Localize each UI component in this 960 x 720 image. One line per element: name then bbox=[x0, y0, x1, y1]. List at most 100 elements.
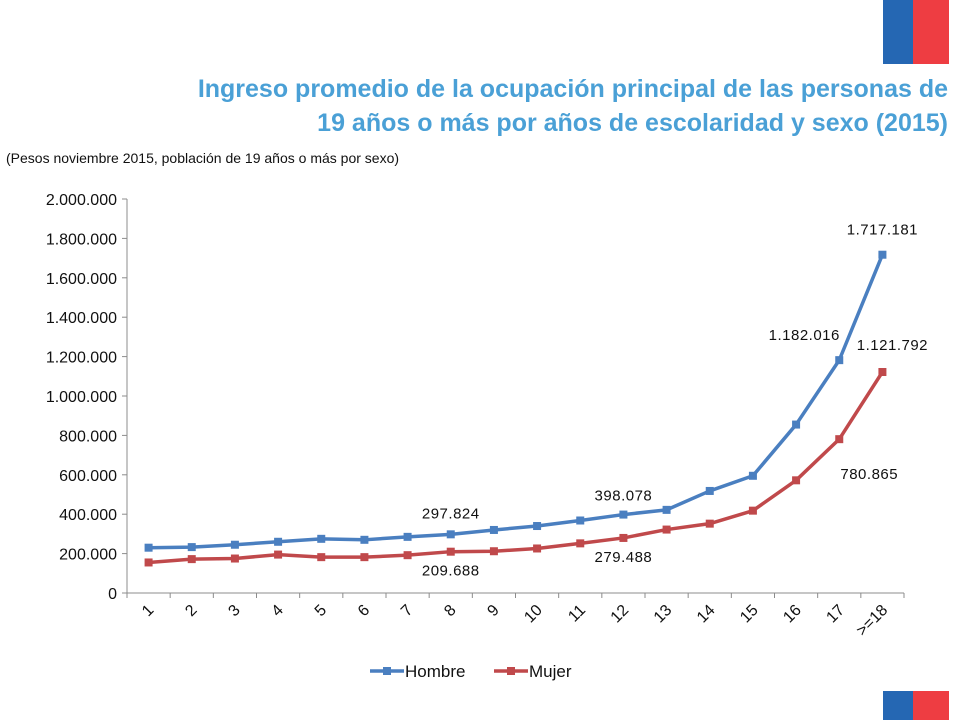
legend-item-mujer: Mujer bbox=[494, 662, 572, 681]
y-tick-label: 600.000 bbox=[59, 468, 117, 485]
x-tick-label: 7 bbox=[398, 602, 416, 620]
y-tick-label: 1.000.000 bbox=[46, 389, 117, 406]
chart-subtitle: (Pesos noviembre 2015, población de 19 a… bbox=[6, 150, 400, 166]
y-tick-label: 1.600.000 bbox=[46, 271, 117, 288]
x-tick-label: 9 bbox=[484, 602, 502, 620]
series-mujer bbox=[144, 368, 887, 567]
data-point bbox=[835, 356, 844, 365]
data-point bbox=[489, 525, 498, 534]
flag-blue-stripe bbox=[883, 0, 913, 64]
data-point bbox=[576, 516, 585, 525]
x-tick-label: 3 bbox=[225, 602, 243, 620]
x-tick-label: 15 bbox=[737, 602, 762, 627]
data-point bbox=[446, 547, 455, 556]
chart-title: Ingreso promedio de la ocupación princip… bbox=[68, 72, 948, 140]
data-point bbox=[144, 558, 153, 567]
data-point bbox=[230, 540, 239, 549]
x-tick-label: >=18 bbox=[853, 602, 891, 640]
data-point bbox=[360, 553, 369, 562]
data-point bbox=[748, 471, 757, 480]
data-point bbox=[792, 420, 801, 429]
y-tick-labels: 0 200.000 400.000 600.000 800.000 1.000.000 1.… bbox=[46, 192, 117, 603]
y-tick-label: 2.000.000 bbox=[46, 192, 117, 209]
data-point bbox=[705, 519, 714, 528]
data-labels: 297.824 398.078 1.182.016 1.717.181 209.688 2… bbox=[422, 222, 928, 580]
y-tick-label: 1.800.000 bbox=[46, 231, 117, 248]
data-point bbox=[489, 547, 498, 556]
data-point bbox=[748, 506, 757, 515]
data-point bbox=[317, 553, 326, 562]
series-line bbox=[148, 254, 885, 550]
x-tick-label: 14 bbox=[694, 602, 719, 627]
legend-label: Mujer bbox=[529, 662, 572, 681]
data-label: 1.182.016 bbox=[769, 327, 840, 344]
data-label: 398.078 bbox=[595, 488, 653, 505]
data-point bbox=[835, 435, 844, 444]
data-point bbox=[403, 532, 412, 541]
data-point bbox=[533, 544, 542, 553]
x-tick-label: 4 bbox=[269, 602, 287, 620]
data-point bbox=[619, 510, 628, 519]
legend-swatch-marker bbox=[383, 667, 391, 675]
data-label: 780.865 bbox=[840, 466, 898, 483]
x-tick-label: 16 bbox=[780, 602, 805, 627]
y-tick-label: 800.000 bbox=[59, 428, 117, 445]
x-tick-label: 5 bbox=[312, 602, 330, 620]
legend-swatch-marker bbox=[507, 667, 515, 675]
x-tick-label: 10 bbox=[521, 602, 546, 627]
x-tick-label: 17 bbox=[823, 602, 848, 627]
data-point bbox=[187, 555, 196, 564]
y-tick-label: 200.000 bbox=[59, 547, 117, 564]
data-point bbox=[533, 522, 542, 531]
y-tick-label: 1.200.000 bbox=[46, 350, 117, 367]
x-tick-label: 6 bbox=[355, 602, 373, 620]
data-point bbox=[792, 476, 801, 485]
data-point bbox=[274, 550, 283, 559]
data-point bbox=[705, 486, 714, 495]
axes bbox=[122, 198, 905, 598]
data-label: 297.824 bbox=[422, 505, 480, 522]
y-tick-label: 400.000 bbox=[59, 507, 117, 524]
x-tick-label: 2 bbox=[182, 602, 200, 620]
series-hombre bbox=[144, 250, 887, 552]
title-line-2: 19 años o más por años de escolaridad y … bbox=[317, 109, 948, 137]
title-line-1: Ingreso promedio de la ocupación princip… bbox=[197, 75, 948, 103]
flag-logo-top bbox=[883, 0, 949, 64]
x-tick-label: 13 bbox=[651, 602, 676, 627]
x-tick-label: 12 bbox=[608, 602, 633, 627]
flag-logo-bottom bbox=[883, 691, 949, 720]
data-point bbox=[662, 525, 671, 534]
x-tick-label: 8 bbox=[441, 602, 459, 620]
y-tick-label: 0 bbox=[108, 586, 117, 603]
data-point bbox=[576, 539, 585, 548]
data-label: 1.121.792 bbox=[857, 337, 928, 354]
data-point bbox=[403, 551, 412, 560]
flag-red-stripe bbox=[913, 0, 949, 64]
data-point bbox=[144, 543, 153, 552]
data-point bbox=[878, 250, 887, 259]
legend-item-hombre: Hombre bbox=[370, 662, 465, 681]
data-point bbox=[317, 534, 326, 543]
flag-red-stripe-bottom bbox=[913, 691, 949, 720]
legend: Hombre Mujer bbox=[370, 662, 572, 681]
data-point bbox=[230, 554, 239, 563]
legend-label: Hombre bbox=[405, 662, 465, 681]
data-point bbox=[360, 535, 369, 544]
data-point bbox=[446, 530, 455, 539]
y-tick-label: 1.400.000 bbox=[46, 310, 117, 327]
data-point bbox=[619, 533, 628, 542]
data-point bbox=[187, 543, 196, 552]
data-label: 279.488 bbox=[595, 549, 653, 566]
x-tick-label: 11 bbox=[565, 602, 589, 626]
series-group bbox=[144, 250, 887, 567]
x-tick-labels: 1 2 3 4 5 6 7 8 9 10 11 12 13 14 15 16 17 >=18 bbox=[139, 602, 891, 640]
data-label: 209.688 bbox=[422, 563, 480, 580]
flag-blue-stripe-bottom bbox=[883, 691, 913, 720]
data-point bbox=[878, 368, 887, 377]
data-label: 1.717.181 bbox=[847, 222, 918, 239]
data-point bbox=[274, 537, 283, 546]
x-tick-label: 1 bbox=[139, 602, 157, 620]
data-point bbox=[662, 505, 671, 514]
series-line bbox=[148, 371, 884, 565]
